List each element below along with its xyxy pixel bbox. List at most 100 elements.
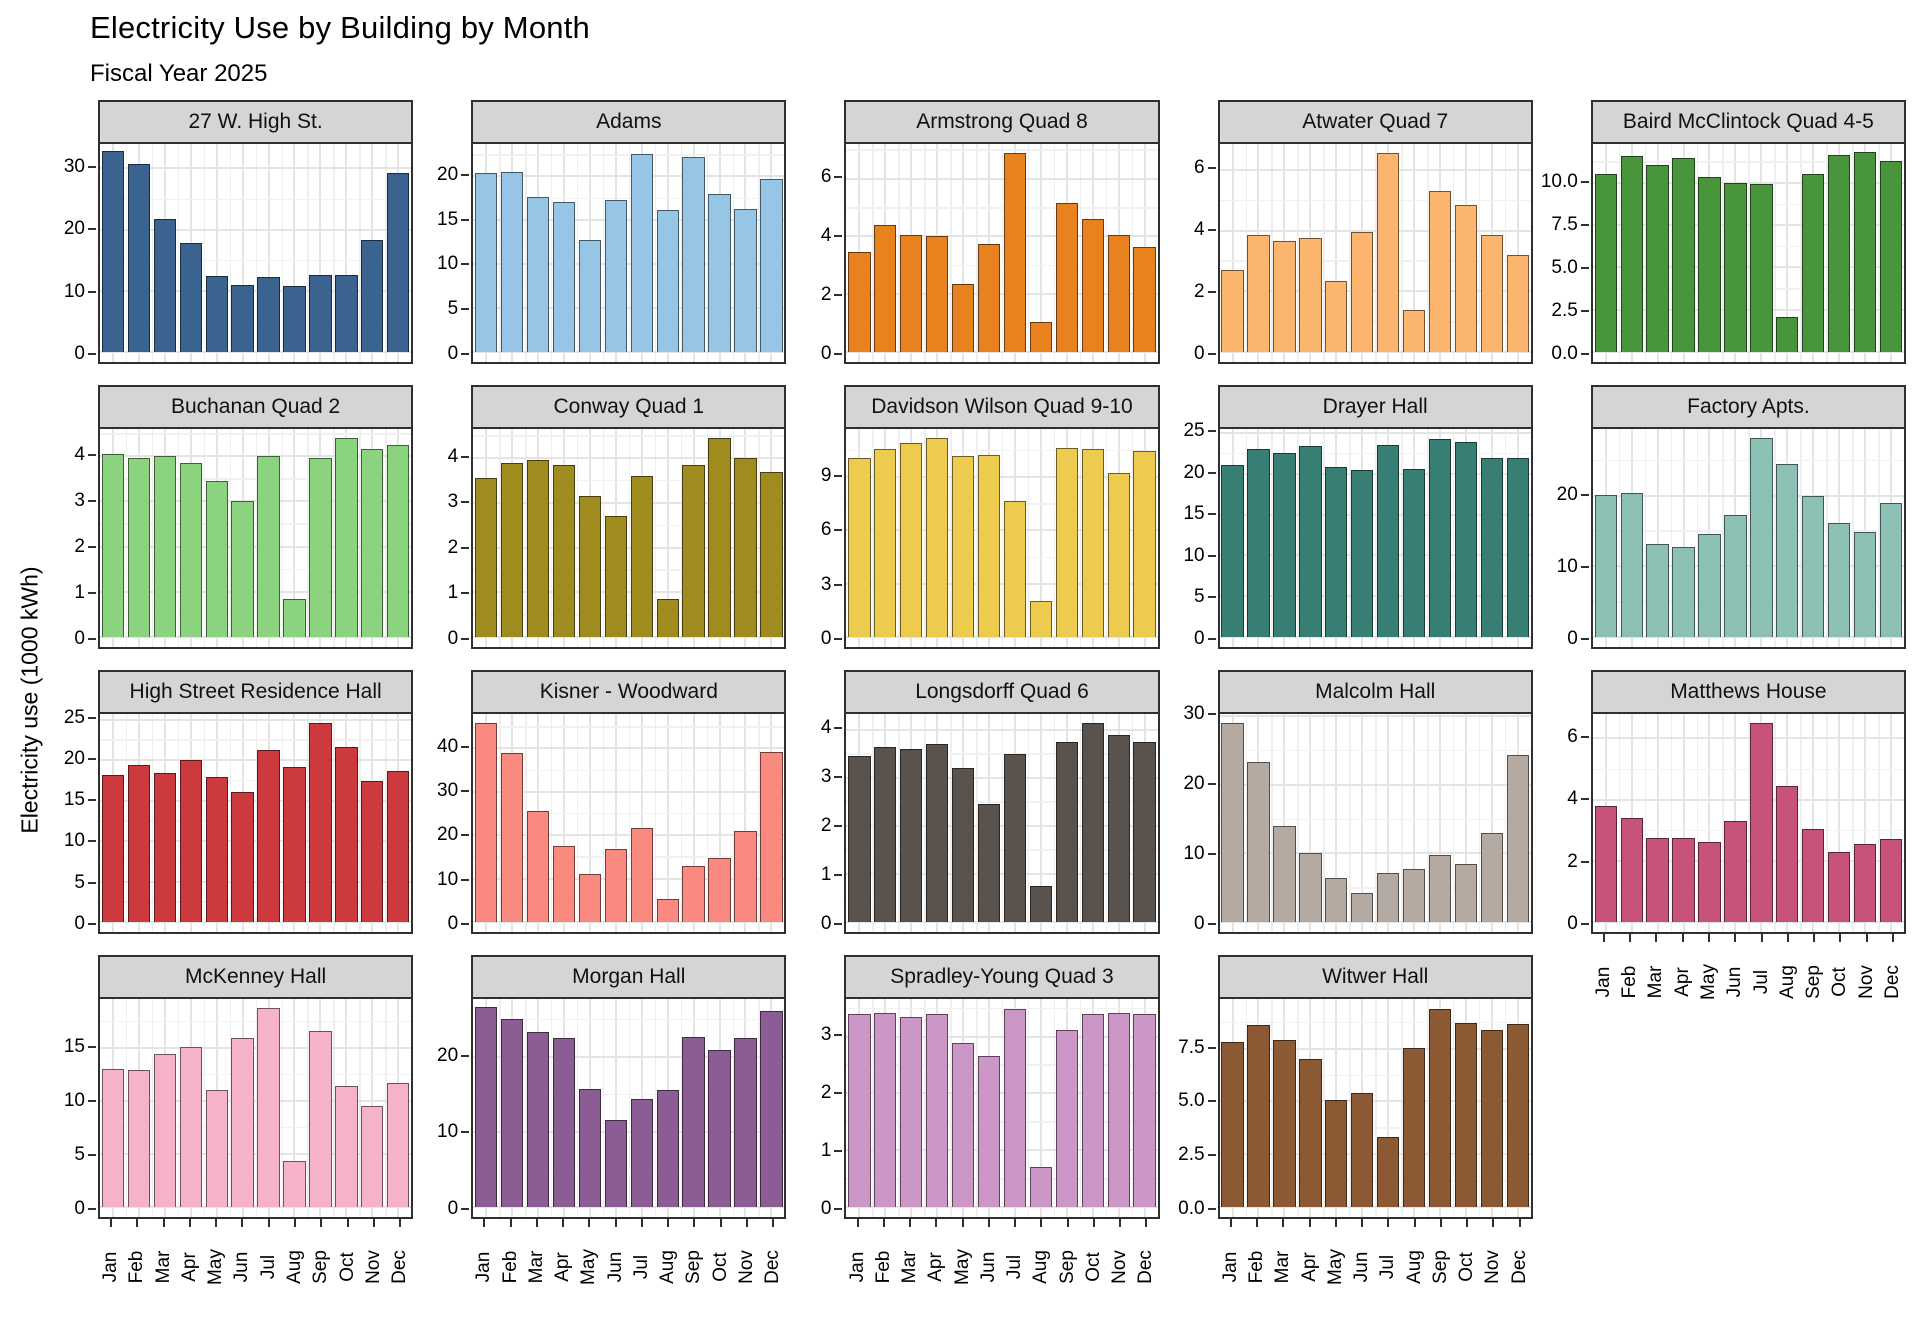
x-label-mar: Mar [152, 1250, 174, 1284]
x-slot: Mar [524, 1219, 550, 1307]
bar-jul [257, 277, 280, 353]
facet-matthews-house: Matthews House 0 2 4 6 Jan Feb Mar Apr May Jun Jul A… [1543, 670, 1906, 1022]
y-tick-label: 1 [820, 1139, 832, 1161]
bar-jul [1003, 152, 1027, 353]
x-slot: Sep [1801, 934, 1827, 1022]
y-tick-mark [88, 228, 96, 231]
facet-title: High Street Residence Hall [129, 680, 382, 703]
bar-jan [101, 774, 125, 923]
gridline-v [1748, 714, 1750, 932]
y-tick-mark [461, 308, 470, 311]
bar-nov [1853, 532, 1877, 638]
bar-jan [848, 252, 871, 353]
bar-dec [387, 771, 410, 923]
facet-high-street-residence-hall: High Street Residence Hall 0 5 10 15 20 25 [50, 670, 414, 934]
bar-sep [1428, 855, 1452, 923]
gridline-v [1864, 714, 1867, 932]
x-label-may: May [951, 1249, 973, 1285]
gridline-h [1219, 749, 1531, 752]
gridline-h [1592, 737, 1904, 740]
x-slot: Sep [308, 1219, 334, 1307]
bar-dec [1133, 741, 1156, 923]
x-label-may: May [1697, 964, 1719, 1000]
x-slot: Mar [1643, 934, 1669, 1022]
x-slot: Dec [1133, 1219, 1159, 1307]
x-label-jan: Jan [473, 1251, 495, 1283]
y-tick-label: 10.0 [1540, 170, 1578, 192]
gridline-v [640, 714, 643, 932]
gridline-h [100, 921, 412, 924]
gridline-v [1504, 429, 1507, 647]
y-tick-mark [1207, 229, 1216, 232]
facet-panel [844, 427, 1160, 649]
bar-feb [1620, 493, 1643, 638]
x-label-nov: Nov [735, 1250, 757, 1284]
bar-jan [1594, 174, 1617, 353]
gridline-h [846, 556, 1158, 559]
facet-witwer-hall: Witwer Hall 0.0 2.5 5.0 7.5 Jan Feb Mar Apr May Ju… [1170, 955, 1533, 1307]
bar-may [205, 777, 228, 923]
gridline-v [602, 999, 605, 1217]
y-tick-mark [1207, 167, 1216, 170]
y-tick-label: 40 [437, 735, 459, 757]
gridline-h [846, 177, 1158, 180]
bar-nov [1480, 235, 1504, 353]
bar-apr [1299, 446, 1322, 638]
bar-feb [500, 172, 524, 353]
y-tick-mark [1207, 596, 1216, 599]
x-slot: Sep [1428, 1219, 1454, 1307]
bar-feb [127, 163, 151, 353]
bar-apr [926, 1014, 949, 1208]
y-tick-label: 25 [1183, 420, 1205, 442]
gridline-v [562, 714, 565, 932]
y-tick-mark [834, 352, 843, 355]
y-tick-mark [88, 922, 96, 925]
facet-title: Conway Quad 1 [553, 395, 705, 418]
x-label-dec: Dec [1881, 965, 1903, 999]
x-tick-mark [509, 1219, 512, 1227]
gridline-h [100, 1020, 412, 1023]
facet-strip: 27 W. High St. [98, 100, 414, 142]
x-label-apr: Apr [552, 1252, 574, 1282]
bar-may [951, 455, 975, 638]
bar-aug [656, 209, 679, 353]
gridline-v [525, 144, 527, 362]
x-slot: Feb [871, 1219, 897, 1307]
bar-aug [1776, 464, 1799, 638]
bar-feb [500, 1019, 524, 1208]
gridline-h [100, 1073, 412, 1076]
gridline-h [100, 840, 412, 843]
x-slot: Apr [1296, 1219, 1322, 1307]
x-label-jun: Jun [1351, 1251, 1373, 1283]
gridline-h [1592, 768, 1904, 771]
y-tick-label: 10 [63, 1089, 85, 1111]
gridline-v [125, 144, 128, 362]
gridline-v [680, 999, 683, 1217]
y-tick-mark [461, 1054, 470, 1057]
x-axis: Jan Feb Mar Apr May Jun Jul Aug Sep Oct Nov Dec [471, 1219, 786, 1307]
y-tick-label: 10 [63, 280, 85, 302]
gridline-v [1309, 714, 1312, 932]
gridline-v [602, 144, 605, 362]
y-tick-label: 5 [1194, 586, 1205, 608]
gridline-h [100, 1046, 412, 1049]
x-slot: Oct [334, 1219, 360, 1307]
x-label-jan: Jan [1219, 1251, 1241, 1283]
x-label-jun: Jun [231, 1251, 253, 1283]
facet-panel [1217, 142, 1533, 364]
facet-plot-area: 0 2 4 6 [1170, 142, 1533, 364]
gridline-v [1427, 999, 1429, 1217]
bar-may [1325, 878, 1348, 923]
gridline-h [1592, 494, 1904, 497]
x-slot: Oct [1827, 934, 1853, 1022]
y-tick-label: 0 [820, 627, 832, 649]
facet-strip: Morgan Hall [471, 955, 787, 997]
y-tick-label: 0 [820, 1197, 832, 1219]
x-tick-mark [293, 1219, 296, 1227]
bar-oct [1828, 155, 1851, 353]
x-slot: Dec [1507, 1219, 1533, 1307]
facet-title: Morgan Hall [572, 965, 686, 988]
facet-panel [1217, 997, 1533, 1219]
gridline-v [1722, 714, 1724, 932]
x-tick-mark [1413, 1219, 1416, 1227]
